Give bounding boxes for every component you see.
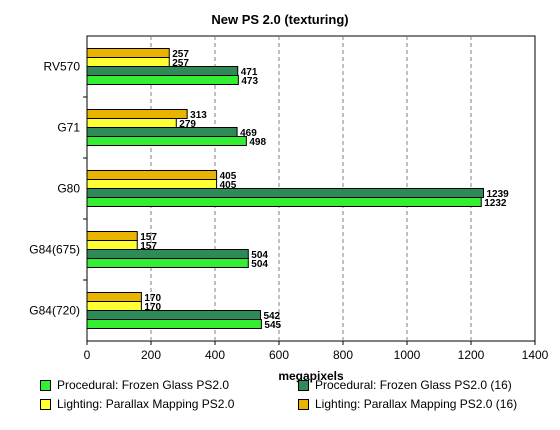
bar — [86, 48, 170, 58]
category-label: G84(675) — [29, 243, 80, 257]
legend-label: Procedural: Frozen Glass PS2.0 — [57, 378, 230, 392]
legend-item: Lighting: Parallax Mapping PS2.0 — [40, 397, 234, 411]
data-label: 170 — [144, 293, 161, 304]
legend-item: Lighting: Parallax Mapping PS2.0 (16) — [298, 397, 517, 411]
x-tick-label: 1400 — [522, 348, 549, 362]
category-label: RV570 — [44, 60, 81, 74]
legend-label: Lighting: Parallax Mapping PS2.0 (16) — [315, 397, 518, 411]
data-label: 279 — [179, 119, 196, 130]
data-label: 469 — [240, 128, 257, 139]
bar — [86, 170, 218, 180]
data-label: 1239 — [486, 189, 509, 200]
bar — [86, 240, 138, 250]
bar — [86, 118, 177, 128]
data-label: 1232 — [484, 198, 507, 209]
data-label: 542 — [263, 311, 280, 322]
bar — [86, 258, 249, 268]
x-tick-label: 600 — [269, 348, 289, 362]
legend-item: Procedural: Frozen Glass PS2.0 (16) — [298, 378, 512, 392]
data-label: 157 — [140, 232, 157, 243]
category-label: G71 — [57, 121, 80, 135]
bar — [86, 127, 238, 137]
x-tick-label: 400 — [205, 348, 225, 362]
bar — [86, 109, 188, 119]
bar — [86, 292, 142, 302]
legend-swatch — [298, 398, 309, 410]
data-label: 405 — [220, 180, 237, 191]
bar — [86, 231, 138, 241]
data-label: 545 — [264, 320, 281, 331]
category-label: G80 — [57, 182, 80, 196]
data-label: 405 — [220, 171, 237, 182]
bar — [86, 136, 247, 146]
x-tick-label: 1000 — [394, 348, 421, 362]
x-tick-label: 1200 — [458, 348, 485, 362]
data-label: 498 — [249, 137, 266, 148]
x-tick-label: 0 — [84, 348, 91, 362]
legend-swatch — [40, 398, 51, 410]
category-label: G84(720) — [29, 304, 80, 318]
data-label: 471 — [241, 67, 258, 78]
data-label: 257 — [172, 58, 189, 69]
bar — [86, 75, 239, 85]
bar — [86, 249, 249, 259]
legend-item: Procedural: Frozen Glass PS2.0 — [40, 378, 229, 392]
legend-swatch — [40, 379, 51, 391]
data-label: 504 — [251, 259, 268, 270]
bar — [86, 197, 482, 207]
bar — [86, 301, 142, 311]
bar — [86, 66, 239, 76]
data-label: 504 — [251, 250, 268, 261]
bar — [86, 310, 261, 320]
legend-label: Procedural: Frozen Glass PS2.0 (16) — [315, 378, 512, 392]
bar — [86, 179, 218, 189]
x-tick-label: 800 — [333, 348, 353, 362]
legend-swatch — [298, 379, 309, 391]
plot-area: 0 200 400 600 800 1000 1200 1400RV5702572574714… — [29, 35, 549, 362]
bar — [86, 57, 170, 67]
data-label: 257 — [172, 49, 189, 60]
chart-title: New PS 2.0 (texturing) — [211, 12, 348, 27]
data-label: 157 — [140, 241, 157, 252]
data-label: 170 — [144, 302, 161, 313]
data-label: 313 — [190, 110, 207, 121]
legend-label: Lighting: Parallax Mapping PS2.0 — [57, 397, 235, 411]
data-label: 473 — [241, 76, 258, 87]
x-axis-label: megapixels — [278, 369, 344, 383]
bar — [86, 319, 262, 329]
x-tick-label: 200 — [141, 348, 161, 362]
bar — [86, 188, 484, 198]
